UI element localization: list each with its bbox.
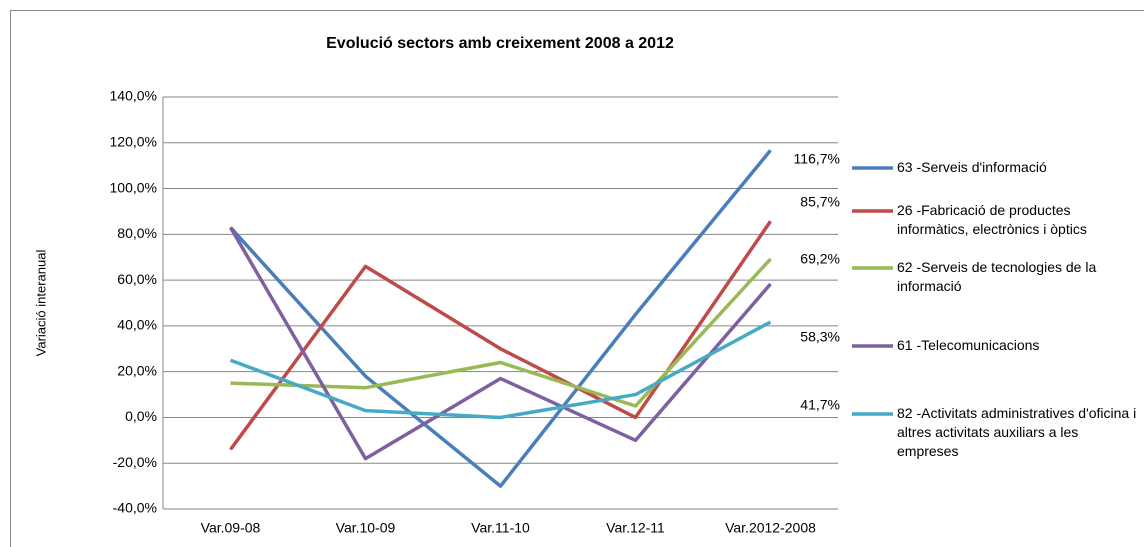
y-tick-label: -40,0%: [113, 500, 157, 516]
y-tick-label: 60,0%: [117, 271, 157, 287]
y-tick-label: 120,0%: [110, 133, 157, 149]
data-label: 116,7%: [794, 151, 840, 167]
y-tick-label: 80,0%: [117, 225, 157, 241]
series-line: [228, 226, 772, 461]
y-tick-label: 140,0%: [110, 88, 157, 104]
y-tick-label: 20,0%: [117, 362, 157, 378]
series-line: [229, 320, 772, 420]
series-line: [230, 257, 772, 408]
y-tick-label: 100,0%: [110, 179, 157, 195]
x-tick-label: Var.11-10: [471, 520, 530, 536]
legend-label: 26 -Fabricació de productes informàtics,…: [897, 202, 1087, 237]
x-tick-label: Var.10-09: [336, 520, 396, 536]
x-tick-label: Var.09-08: [201, 520, 261, 536]
legend-label: 82 -Activitats administratives d'oficina…: [897, 405, 1137, 459]
chart-border: [10, 10, 1144, 547]
y-tick-label: -20,0%: [113, 454, 157, 470]
data-label: 41,7%: [800, 397, 840, 413]
data-label: 69,2%: [800, 251, 840, 267]
chart-title: Evolució sectors amb creixement 2008 a 2…: [326, 35, 674, 52]
legend-label: 62 -Serveis de tecnologies de la informa…: [897, 259, 1097, 294]
data-label: 85,7%: [800, 194, 840, 210]
legend-label: 63 -Serveis d'informació: [897, 159, 1047, 175]
y-tick-label: 0,0%: [125, 408, 157, 424]
x-tick-label: Var.2012-2008: [725, 520, 816, 536]
legend-label: 61 -Telecomunicacions: [897, 337, 1040, 353]
y-tick-label: 40,0%: [117, 317, 157, 333]
data-label: 58,3%: [800, 329, 840, 345]
series-line: [229, 220, 772, 451]
y-axis-label: Variació interanual: [33, 250, 48, 357]
x-tick-label: Var.12-11: [606, 520, 665, 536]
